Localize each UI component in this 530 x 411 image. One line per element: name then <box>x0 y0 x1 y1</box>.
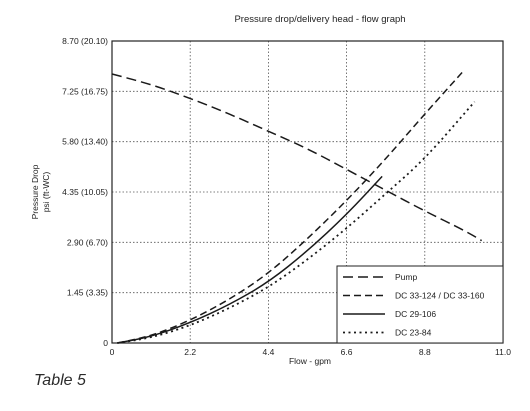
table-caption: Table 5 <box>34 372 86 389</box>
y-tick-label: 4.35 (10.05) <box>62 187 108 197</box>
series-line-pump <box>111 73 483 242</box>
legend-label: DC 29-106 <box>395 309 436 319</box>
y-tick-label: 2.90 (6.70) <box>67 237 108 247</box>
y-axis-label-line: psi (ft-WC) <box>41 172 51 213</box>
x-tick-label: 11.0 <box>495 347 511 357</box>
y-tick-label: 0 <box>103 338 108 348</box>
legend-box <box>336 265 504 344</box>
x-axis-label: Flow - gpm <box>289 356 331 366</box>
y-axis-label: Pressure Drop psi (ft-WC) <box>30 164 51 219</box>
chart-title: Pressure drop/delivery head - flow graph <box>234 14 405 25</box>
y-tick-label: 8.70 (20.10) <box>62 36 108 46</box>
series-line-dc-33-124-dc-33-160 <box>117 70 465 344</box>
series-line-dc-29-106 <box>117 175 383 344</box>
legend: Pump DC 33-124 / DC 33-160 DC 29-106 DC 23-… <box>336 265 504 344</box>
plot-frame <box>111 40 504 344</box>
y-tick-label: 5.80 (13.40) <box>62 137 108 147</box>
x-tick-label: 4.4 <box>262 347 274 357</box>
legend-label: DC 33-124 / DC 33-160 <box>395 291 485 301</box>
x-tick-label: 8.8 <box>419 347 431 357</box>
x-tick-label: 6.6 <box>341 347 353 357</box>
x-tick-label: 0 <box>110 347 115 357</box>
y-tick-label: 1.45 (3.35) <box>67 288 108 298</box>
y-tick-label: 7.25 (16.75) <box>62 86 108 96</box>
legend-label: DC 23-84 <box>395 328 432 338</box>
y-axis-label-line: Pressure Drop <box>30 164 40 219</box>
legend-label: Pump <box>395 272 417 282</box>
x-tick-label: 2.2 <box>184 347 196 357</box>
